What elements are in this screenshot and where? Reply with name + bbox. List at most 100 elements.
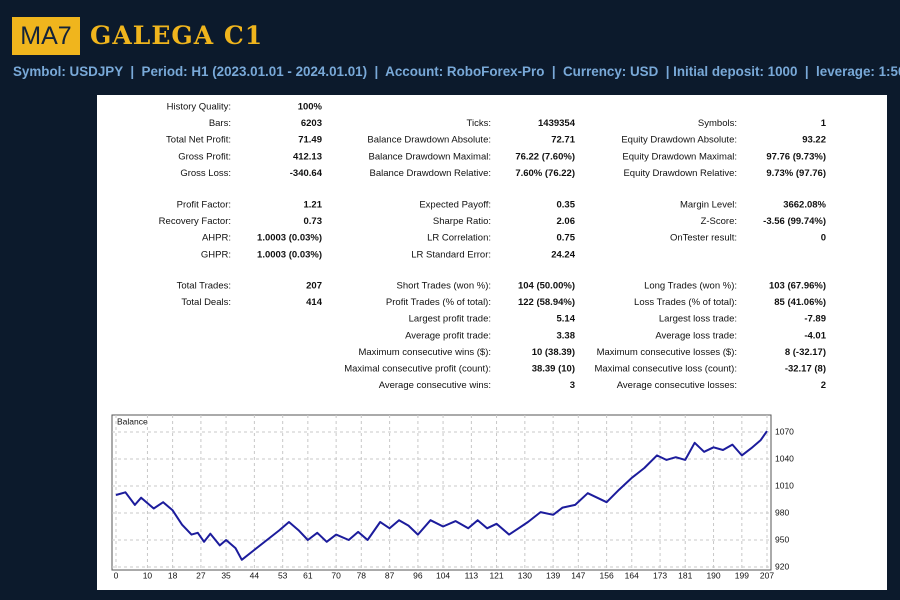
x-tick-label: 0 (114, 570, 119, 580)
stat-value: 24.24 (551, 249, 575, 260)
stat-value: 76.22 (7.60%) (515, 151, 575, 162)
y-tick-label: 1010 (775, 480, 794, 490)
logo: MA7 (12, 17, 80, 55)
x-tick-label: 10 (143, 570, 153, 580)
stat-label: Equity Drawdown Maximal: (622, 151, 737, 162)
stat-label: GHPR: (201, 249, 231, 260)
stat-value: 6203 (301, 118, 322, 129)
x-tick-label: 87 (385, 570, 395, 580)
stat-label: Balance Drawdown Relative: (370, 168, 491, 179)
stat-label: Maximum consecutive losses ($): (597, 347, 737, 358)
x-tick-label: 147 (571, 570, 585, 580)
x-tick-label: 44 (250, 570, 260, 580)
stat-label: Profit Trades (% of total): (386, 297, 491, 308)
stat-label: AHPR: (202, 233, 231, 244)
stat-label: Maximum consecutive wins ($): (358, 347, 491, 358)
x-tick-label: 139 (546, 570, 560, 580)
x-tick-label: 18 (168, 570, 178, 580)
stat-label: Largest loss trade: (659, 314, 737, 325)
stat-value: 38.39 (10) (532, 364, 575, 375)
stat-value: 97.76 (9.73%) (766, 151, 826, 162)
stat-label: LR Correlation: (427, 233, 491, 244)
balance-line (115, 430, 768, 561)
stat-value: 1.0003 (0.03%) (257, 249, 322, 260)
stat-label: Equity Drawdown Relative: (623, 168, 737, 179)
x-tick-label: 78 (357, 570, 367, 580)
y-tick-label: 1070 (775, 426, 794, 436)
stat-label: Total Deals: (181, 297, 231, 308)
stat-label: Sharpe Ratio: (433, 216, 491, 227)
stat-value: 8 (-32.17) (785, 347, 826, 358)
stat-value: 1.21 (304, 200, 323, 211)
stat-value: 1 (821, 118, 827, 129)
x-tick-label: 190 (706, 570, 720, 580)
stat-value: -340.64 (290, 168, 323, 179)
info-bar: Symbol: USDJPY | Period: H1 (2023.01.01 … (13, 64, 900, 79)
stat-label: Gross Loss: (180, 168, 231, 179)
stat-value: 2 (821, 380, 826, 391)
stat-label: Expected Payoff: (419, 200, 491, 211)
stat-value: 3.38 (557, 330, 576, 341)
x-tick-label: 70 (331, 570, 341, 580)
stat-label: Average loss trade: (655, 330, 737, 341)
stat-value: 3 (570, 380, 575, 391)
x-tick-label: 113 (465, 570, 479, 580)
x-tick-label: 27 (196, 570, 206, 580)
y-tick-label: 950 (775, 534, 789, 544)
stat-value: 207 (306, 281, 322, 292)
stat-label: Bars: (209, 118, 231, 129)
stat-label: Balance Drawdown Maximal: (369, 151, 492, 162)
y-tick-label: 1040 (775, 453, 794, 463)
stat-label: OnTester result: (670, 233, 737, 244)
stat-label: History Quality: (167, 102, 231, 113)
x-tick-label: 156 (600, 570, 614, 580)
stat-label: Margin Level: (680, 200, 737, 211)
stat-value: 0.73 (304, 216, 323, 227)
stat-value: 10 (38.39) (532, 347, 575, 358)
stat-label: Short Trades (won %): (396, 281, 491, 292)
x-tick-label: 164 (625, 570, 639, 580)
stat-label: Total Trades: (177, 281, 231, 292)
stat-value: 103 (67.96%) (769, 281, 826, 292)
stat-value: -7.89 (804, 314, 826, 325)
x-tick-label: 199 (735, 570, 749, 580)
stat-value: 72.71 (551, 135, 575, 146)
stat-value: 122 (58.94%) (518, 297, 575, 308)
y-tick-label: 980 (775, 507, 789, 517)
stat-label: Ticks: (467, 118, 491, 129)
stat-label: LR Standard Error: (411, 249, 491, 260)
stat-label: Loss Trades (% of total): (634, 297, 737, 308)
stat-value: 412.13 (293, 151, 322, 162)
x-tick-label: 35 (221, 570, 231, 580)
stat-value: 1.0003 (0.03%) (257, 233, 322, 244)
stat-value: 0 (821, 233, 826, 244)
stat-value: 1439354 (538, 118, 576, 129)
stat-label: Equity Drawdown Absolute: (621, 135, 737, 146)
stat-value: 85 (41.06%) (774, 297, 826, 308)
stat-label: Symbols: (698, 118, 737, 129)
chart-frame (111, 414, 772, 571)
stat-label: Maximal consecutive loss (count): (594, 364, 737, 375)
x-tick-label: 181 (678, 570, 692, 580)
stat-label: Largest profit trade: (409, 314, 491, 325)
x-tick-label: 207 (760, 570, 774, 580)
stat-label: Z-Score: (701, 216, 737, 227)
stat-label: Long Trades (won %): (644, 281, 737, 292)
stat-value: 0.75 (557, 233, 576, 244)
x-tick-label: 96 (413, 570, 423, 580)
chart-title: Balance (117, 416, 148, 426)
x-tick-label: 53 (278, 570, 288, 580)
stat-label: Recovery Factor: (159, 216, 231, 227)
stat-label: Maximal consecutive profit (count): (344, 364, 491, 375)
x-tick-label: 61 (303, 570, 313, 580)
stat-value: 2.06 (557, 216, 576, 227)
stat-label: Average profit trade: (405, 330, 491, 341)
title: GALEGA C1 (90, 21, 264, 50)
stat-label: Average consecutive wins: (379, 380, 491, 391)
x-tick-label: 121 (489, 570, 503, 580)
stat-value: 5.14 (557, 314, 576, 325)
stat-label: Gross Profit: (178, 151, 231, 162)
stat-value: -3.56 (99.74%) (763, 216, 826, 227)
